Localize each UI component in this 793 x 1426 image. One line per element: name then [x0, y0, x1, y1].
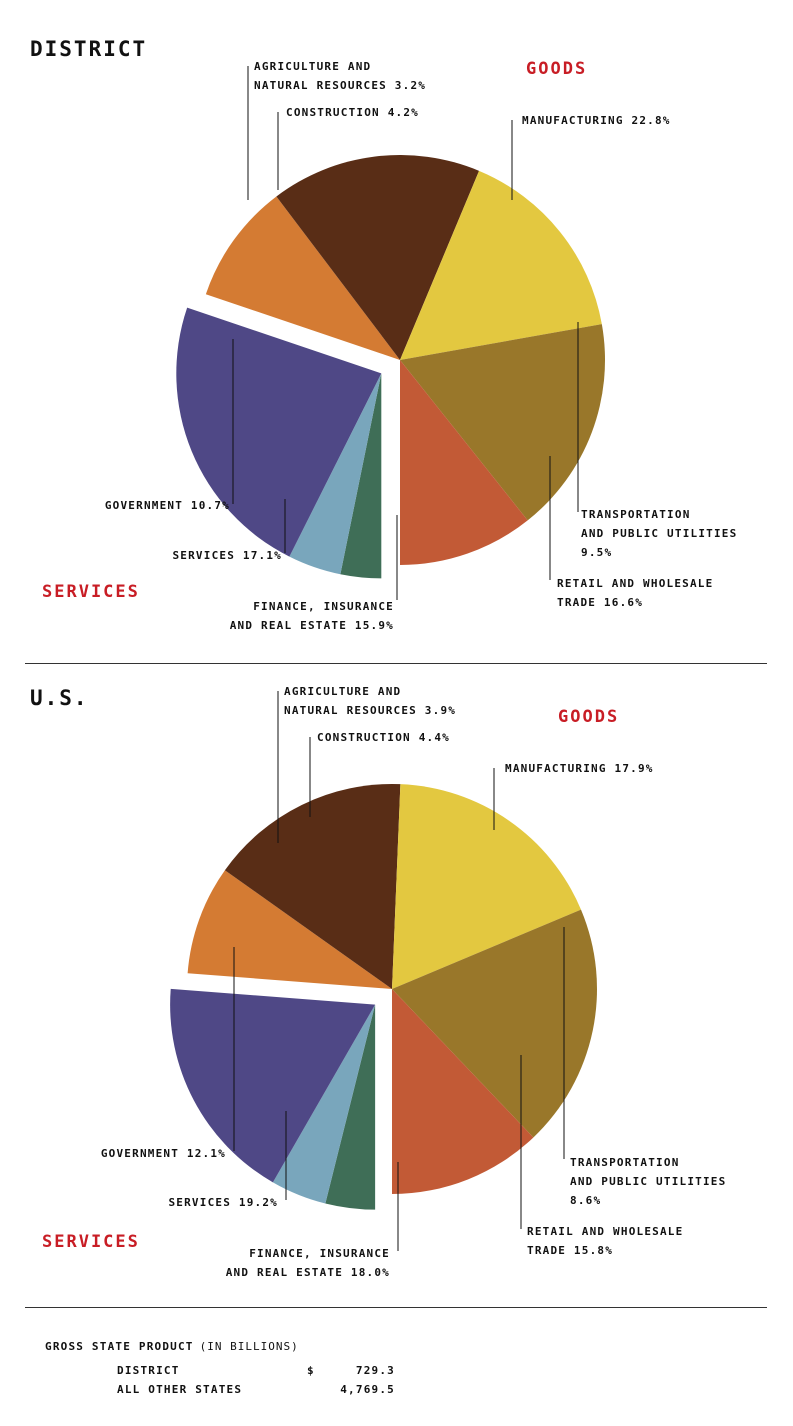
services-group-title: SERVICES [42, 582, 140, 602]
services-wedge-group [205, 154, 606, 565]
slice-label-finance-insurance-and-real-estate: FINANCE, INSURANCE AND REAL ESTATE 15.9% [230, 600, 394, 632]
slice-label-transportation-and-public-utilities: TRANSPORTATION AND PUBLIC UTILITIES 8.6% [570, 1156, 726, 1207]
pie-slice-agriculture-and-natural-resources [325, 1004, 376, 1210]
slice-label-line: AND REAL ESTATE 15.9% [230, 619, 394, 632]
slice-label-line: MANUFACTURING 17.9% [505, 762, 654, 775]
pie-slice-transportation-and-public-utilities [187, 870, 392, 989]
pie-slice-manufacturing [176, 307, 382, 557]
slice-label-line: AND REAL ESTATE 18.0% [226, 1266, 390, 1279]
pie-slice-retail-and-wholesale-trade [276, 154, 480, 360]
pie-slice-finance-insurance-and-real-estate [392, 784, 581, 989]
goods-group-title: GOODS [526, 59, 587, 79]
services-group-title: SERVICES [42, 1232, 140, 1252]
gsp-subtitle: (IN BILLIONS) [199, 1340, 299, 1353]
slice-label-line: CONSTRUCTION 4.4% [317, 731, 450, 744]
slice-label-construction: CONSTRUCTION 4.4% [317, 731, 450, 744]
gsp-row-value: 4,769.5 [340, 1383, 395, 1396]
slice-label-manufacturing: MANUFACTURING 17.9% [505, 762, 654, 775]
gsp-row-name: ALL OTHER STATES [117, 1383, 243, 1396]
slice-label-line: AND PUBLIC UTILITIES [581, 527, 737, 540]
pie-slice-construction [289, 373, 382, 575]
us-pie-chart: U.S. AGRICULTURE AND NATURAL RESOURCES 3.9… [30, 685, 726, 1279]
slice-label-line: NATURAL RESOURCES 3.2% [254, 79, 426, 92]
pie-slice-finance-insurance-and-real-estate [400, 170, 602, 360]
slice-label-government: GOVERNMENT 12.1% [101, 1147, 226, 1160]
slice-label-retail-and-wholesale-trade: RETAIL AND WHOLESALE TRADE 15.8% [527, 1225, 683, 1257]
slice-label-line: SERVICES 17.1% [172, 549, 282, 562]
slice-label-line: 9.5% [581, 546, 612, 559]
slice-label-construction: CONSTRUCTION 4.2% [286, 106, 419, 119]
gsp-title: GROSS STATE PRODUCT (IN BILLIONS) [45, 1340, 395, 1353]
slice-label-services: SERVICES 19.2% [168, 1196, 278, 1209]
gsp-row-other-states: ALL OTHER STATES 4,769.5 [117, 1380, 395, 1399]
pie-slice-government [400, 360, 528, 565]
region-title: DISTRICT [30, 37, 147, 61]
slice-label-line: SERVICES 19.2% [168, 1196, 278, 1209]
slice-label-line: FINANCE, INSURANCE [249, 1247, 390, 1260]
slice-label-line: AND PUBLIC UTILITIES [570, 1175, 726, 1188]
gross-state-product-table: GROSS STATE PRODUCT (IN BILLIONS) DISTRIC… [45, 1340, 395, 1399]
slice-label-line: RETAIL AND WHOLESALE [557, 577, 713, 590]
slice-label-line: GOVERNMENT 10.7% [105, 499, 230, 512]
slice-label-line: TRADE 15.8% [527, 1244, 613, 1257]
slice-label-line: RETAIL AND WHOLESALE [527, 1225, 683, 1238]
goods-group-title: GOODS [558, 707, 619, 727]
slice-label-line: AGRICULTURE AND [254, 60, 371, 73]
slice-label-line: MANUFACTURING 22.8% [522, 114, 671, 127]
district-pie-chart: DISTRICT AGRICULTURE AND NATURAL RESOURCES… [30, 37, 737, 632]
pie-slice-government [392, 989, 534, 1194]
services-wedge-group [187, 783, 598, 1194]
pie-slice-agriculture-and-natural-resources [340, 373, 382, 579]
slice-label-finance-insurance-and-real-estate: FINANCE, INSURANCE AND REAL ESTATE 18.0% [226, 1247, 390, 1279]
section-divider [25, 1307, 767, 1308]
slice-label-agriculture-and-natural-resources: AGRICULTURE AND NATURAL RESOURCES 3.2% [254, 60, 426, 92]
slice-label-line: CONSTRUCTION 4.2% [286, 106, 419, 119]
slice-label-line: TRADE 16.6% [557, 596, 643, 609]
gsp-row-district: DISTRICT $ 729.3 [117, 1361, 395, 1380]
slice-label-transportation-and-public-utilities: TRANSPORTATION AND PUBLIC UTILITIES 9.5% [581, 508, 737, 559]
gsp-row-name: DISTRICT [117, 1364, 180, 1377]
gsp-row-value: 729.3 [355, 1364, 395, 1377]
section-divider [25, 663, 767, 664]
slice-label-line: TRANSPORTATION [570, 1156, 680, 1169]
goods-wedge-group [170, 988, 376, 1210]
gsp-title-text: GROSS STATE PRODUCT [45, 1340, 194, 1353]
slice-label-retail-and-wholesale-trade: RETAIL AND WHOLESALE TRADE 16.6% [557, 577, 713, 609]
slice-label-line: GOVERNMENT 12.1% [101, 1147, 226, 1160]
slice-label-services: SERVICES 17.1% [172, 549, 282, 562]
slice-label-line: 8.6% [570, 1194, 601, 1207]
slice-label-government: GOVERNMENT 10.7% [105, 499, 230, 512]
pie-slice-services [400, 324, 606, 521]
slice-label-line: FINANCE, INSURANCE [253, 600, 394, 613]
slice-label-line: TRANSPORTATION [581, 508, 691, 521]
slice-label-line: AGRICULTURE AND [284, 685, 401, 698]
pie-slice-retail-and-wholesale-trade [224, 783, 401, 989]
region-title: U.S. [30, 686, 89, 710]
pie-slice-transportation-and-public-utilities [205, 196, 400, 360]
pie-slice-manufacturing [170, 988, 376, 1183]
goods-wedge-group [176, 307, 382, 579]
pie-slice-construction [272, 1004, 376, 1204]
slice-label-manufacturing: MANUFACTURING 22.8% [522, 114, 671, 127]
slice-label-agriculture-and-natural-resources: AGRICULTURE AND NATURAL RESOURCES 3.9% [284, 685, 456, 717]
gsp-row-currency: $ [307, 1364, 315, 1377]
slice-label-line: NATURAL RESOURCES 3.9% [284, 704, 456, 717]
pie-slice-services [392, 909, 598, 1138]
